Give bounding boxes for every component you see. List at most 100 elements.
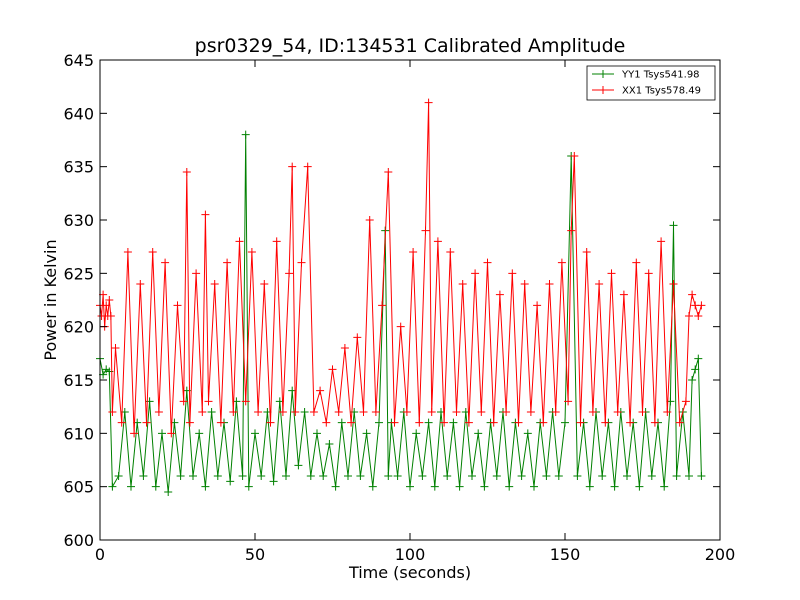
data-point	[272, 237, 281, 246]
data-point	[406, 482, 414, 491]
data-point	[619, 290, 628, 299]
data-point	[344, 472, 352, 480]
data-point	[108, 482, 117, 491]
y-axis: 600 605 610 615 620 625 630 635 640 645	[63, 51, 720, 550]
data-point	[480, 482, 489, 491]
legend-marker-yy1	[599, 70, 607, 78]
data-point	[514, 418, 523, 427]
data-point	[161, 258, 170, 267]
data-point	[697, 472, 706, 480]
data-point	[663, 408, 672, 416]
data-point	[303, 162, 312, 171]
data-point	[111, 344, 120, 352]
data-point	[489, 418, 498, 427]
data-point	[567, 226, 576, 235]
data-point	[108, 408, 117, 416]
data-point	[158, 429, 166, 438]
data-point	[638, 408, 647, 416]
data-point	[266, 418, 275, 427]
data-point	[139, 472, 148, 480]
data-point	[198, 408, 207, 416]
data-point	[300, 408, 309, 416]
data-point	[402, 408, 411, 416]
data-point	[598, 472, 607, 480]
data-point	[657, 237, 666, 246]
data-point	[102, 301, 111, 310]
data-point	[154, 408, 163, 416]
data-point	[105, 296, 114, 304]
data-point	[523, 429, 532, 438]
data-point	[545, 280, 554, 288]
data-point	[337, 418, 346, 427]
x-tick-label: 0	[95, 545, 105, 564]
data-point	[384, 168, 393, 176]
data-point	[235, 237, 244, 246]
data-point	[384, 472, 393, 480]
data-point	[468, 472, 476, 480]
data-point	[520, 280, 529, 288]
data-point	[613, 408, 622, 416]
data-point	[607, 269, 616, 278]
data-point	[201, 210, 210, 219]
data-point	[117, 418, 126, 427]
data-point	[368, 482, 377, 491]
data-point	[257, 472, 266, 480]
y-tick-label: 620	[63, 318, 94, 337]
data-point	[396, 322, 405, 331]
y-tick-label: 625	[63, 264, 94, 283]
x-tick-label: 200	[705, 545, 736, 564]
data-point	[356, 472, 365, 480]
data-point	[672, 472, 681, 480]
data-point	[433, 237, 442, 246]
x-axis-label: Time (seconds)	[348, 563, 471, 582]
data-point	[106, 312, 115, 320]
data-point	[306, 472, 315, 480]
data-point	[282, 472, 290, 480]
data-point	[278, 408, 287, 416]
data-point	[449, 418, 458, 427]
data-point	[557, 258, 566, 267]
chart-title: psr0329_54, ID:134531 Calibrated Amplitu…	[195, 35, 626, 57]
data-point	[179, 397, 188, 406]
data-point	[564, 397, 573, 406]
data-point	[660, 482, 669, 491]
data-point	[477, 408, 486, 416]
data-point	[142, 418, 151, 427]
data-point	[530, 482, 538, 491]
data-point	[229, 408, 238, 416]
data-point	[635, 482, 644, 491]
data-point	[244, 482, 253, 491]
data-point	[213, 472, 222, 480]
legend-entry-yy1: YY1 Tsys541.98	[592, 70, 700, 81]
x-axis: 0 50 100 150 200	[95, 60, 735, 564]
data-point	[424, 418, 433, 427]
y-tick-label: 645	[63, 51, 94, 70]
data-point	[412, 429, 421, 438]
data-point	[471, 269, 480, 278]
data-point	[173, 301, 182, 310]
data-point	[458, 280, 467, 288]
data-point	[176, 472, 185, 480]
data-point	[269, 477, 278, 486]
data-point	[644, 269, 653, 278]
y-tick-label: 635	[63, 158, 94, 177]
legend-entry-xx1: XX1 Tsys578.49	[592, 86, 701, 97]
data-point	[288, 162, 297, 171]
data-point	[151, 482, 160, 491]
data-point	[464, 418, 473, 427]
data-point	[551, 408, 560, 416]
data-point	[427, 408, 436, 416]
data-point	[570, 152, 579, 160]
data-point	[595, 280, 604, 288]
plot-series	[96, 98, 706, 496]
data-point	[192, 269, 201, 278]
data-point	[247, 248, 256, 256]
x-tick-label: 50	[245, 545, 265, 564]
legend: YY1 Tsys541.98 XX1 Tsys578.49	[586, 65, 716, 101]
y-tick-label: 640	[63, 104, 94, 123]
data-point	[362, 429, 371, 438]
data-point	[483, 258, 492, 267]
y-tick-label: 615	[63, 371, 94, 390]
data-point	[319, 472, 328, 480]
